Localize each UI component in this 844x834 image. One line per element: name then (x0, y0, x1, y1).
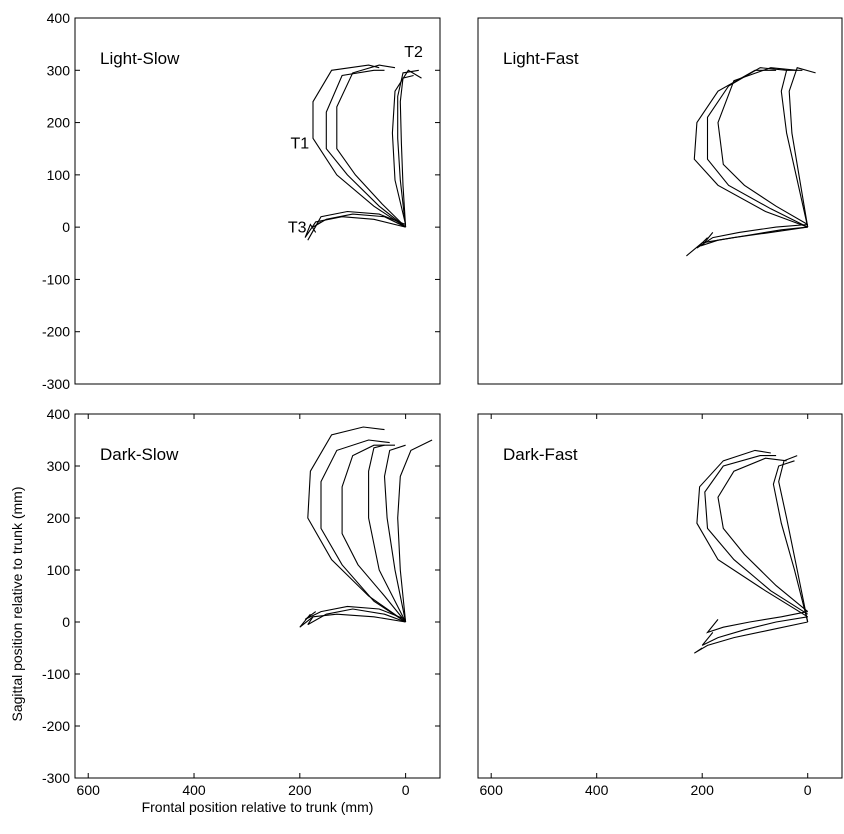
trajectory (336, 64, 406, 228)
trajectory (772, 460, 809, 623)
panel-title: Dark-Fast (503, 445, 578, 464)
y-tick-label: -200 (42, 324, 70, 340)
y-tick-label: 200 (47, 115, 71, 131)
panel-title: Dark-Slow (100, 445, 179, 464)
trajectory (368, 444, 407, 623)
trajectory (700, 226, 808, 247)
x-tick-label: 400 (182, 782, 206, 798)
trajectory (307, 210, 406, 241)
y-tick-label: -300 (42, 376, 70, 392)
y-tick-label: 0 (62, 614, 70, 630)
trajectory (778, 455, 809, 623)
trajectory (341, 444, 407, 623)
x-tick-label: 0 (804, 782, 812, 798)
annotation: T3 (288, 219, 307, 236)
trajectory (701, 616, 808, 646)
trajectory (312, 64, 406, 228)
trajectory (717, 457, 809, 613)
trajectory (320, 439, 406, 623)
y-tick-label: 100 (47, 562, 71, 578)
x-tick-label: 200 (288, 782, 312, 798)
trajectory (693, 621, 808, 654)
trajectory (717, 67, 808, 225)
trajectory (383, 444, 407, 623)
trajectory (696, 449, 808, 618)
annotation: T2 (404, 44, 423, 61)
trajectory (706, 67, 808, 228)
y-tick-label: 300 (47, 458, 71, 474)
panel-title: Light-Fast (503, 49, 579, 68)
plot-frame (477, 17, 843, 385)
trajectory (312, 213, 406, 228)
x-tick-label: 400 (585, 782, 609, 798)
trajectory (704, 455, 808, 615)
annotation: T1 (290, 136, 309, 153)
trajectory (325, 69, 406, 228)
plot-frame (74, 17, 441, 385)
y-tick-label: -100 (42, 666, 70, 682)
x-tick-label: 600 (77, 782, 101, 798)
trajectory (391, 69, 422, 225)
trajectory (705, 611, 808, 634)
trajectory (788, 67, 816, 228)
trajectory (397, 439, 433, 623)
trajectory (304, 605, 406, 620)
x-tick-label: 200 (691, 782, 715, 798)
trajectory (696, 223, 808, 249)
x-tick-label: 600 (480, 782, 504, 798)
plot-frame (477, 413, 843, 779)
y-tick-label: 200 (47, 510, 71, 526)
y-tick-label: -100 (42, 271, 70, 287)
y-tick-label: 300 (47, 62, 71, 78)
trajectory (399, 74, 414, 228)
y-tick-label: -200 (42, 718, 70, 734)
y-tick-label: 100 (47, 167, 71, 183)
y-tick-label: -300 (42, 770, 70, 786)
x-axis-label: Frontal position relative to trunk (mm) (142, 799, 374, 815)
y-axis-label: Sagittal position relative to trunk (mm) (9, 487, 25, 722)
trajectory (397, 69, 419, 228)
panel-title: Light-Slow (100, 49, 180, 68)
trajectory (307, 426, 406, 623)
trajectory (304, 216, 406, 238)
y-tick-label: 0 (62, 219, 70, 235)
trajectory (307, 608, 406, 626)
x-tick-label: 0 (402, 782, 410, 798)
y-tick-label: 400 (47, 10, 71, 26)
plot-frame (74, 413, 441, 779)
trajectory (780, 69, 809, 228)
y-tick-label: 400 (47, 406, 71, 422)
